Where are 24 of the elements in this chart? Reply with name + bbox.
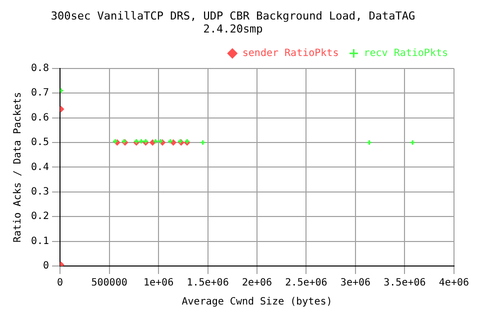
y-tick-label: 0.4: [31, 162, 50, 173]
y-axis-title: Ratio Acks / Data Packets: [12, 92, 24, 242]
x-tick-label: 4e+06: [438, 278, 470, 289]
x-tick-label: 3.5e+06: [384, 278, 426, 289]
x-tick-label: 2.5e+06: [285, 278, 328, 289]
chart-subtitle: 2.4.20smp: [203, 22, 263, 36]
x-tick-label: 500000: [91, 278, 128, 289]
x-tick-label: 2e+06: [242, 278, 272, 289]
y-tick-label: 0.8: [31, 62, 50, 74]
x-axis-title: Average Cwnd Size (bytes): [182, 296, 332, 308]
y-tick-label: 0.5: [31, 137, 50, 148]
y-tick-label: 0.1: [31, 236, 50, 247]
x-tick-label: 1e+06: [143, 278, 174, 289]
legend-label: sender RatioPkts: [242, 48, 339, 59]
y-tick-label: 0.7: [31, 88, 50, 99]
legend-label: recv RatioPkts: [364, 48, 448, 59]
y-tick-label: 0: [43, 260, 50, 272]
x-tick-label: 1.5e+06: [186, 278, 229, 289]
y-tick-label: 0.3: [31, 186, 50, 198]
x-tick-label: 3e+06: [340, 278, 371, 289]
chart-title: 300sec VanillaTCP DRS, UDP CBR Background Load, DataTAG: [50, 9, 416, 22]
x-tick-label: 0: [57, 278, 64, 289]
y-tick-label: 0.6: [31, 112, 50, 124]
y-tick-label: 0.2: [31, 211, 50, 222]
